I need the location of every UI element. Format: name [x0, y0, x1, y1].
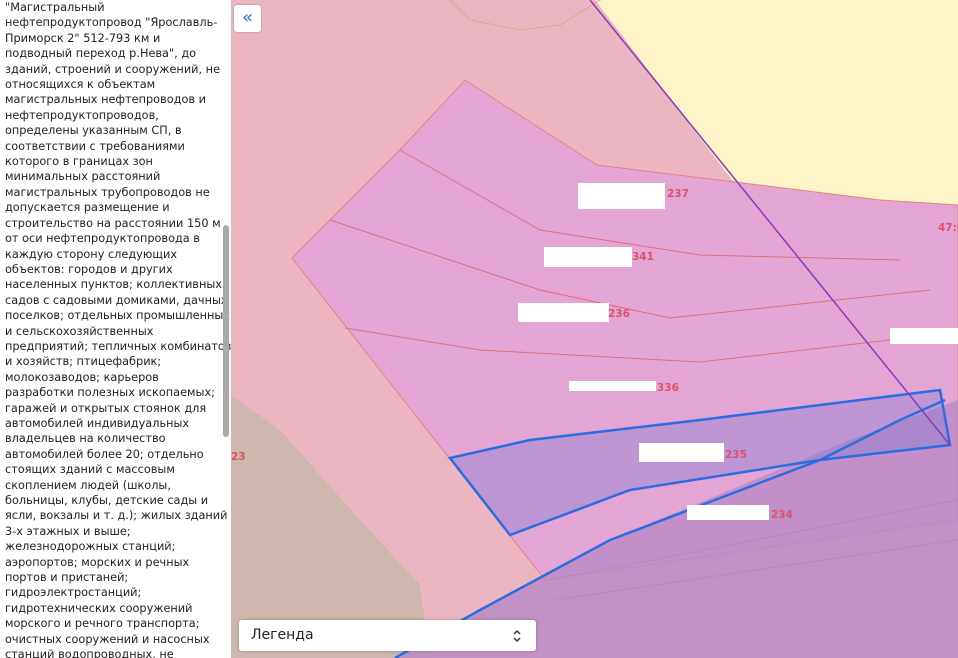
sidebar: "Магистральный нефтепродуктопровод "Яросл…: [0, 0, 231, 658]
text-line: больницы, клубы, детские сады и: [5, 494, 209, 507]
text-line: объектов: городов и других: [5, 262, 173, 276]
text-line: предприятий; тепличных комбинатов: [5, 339, 231, 353]
text-line: станций водопроводных, не: [5, 648, 174, 658]
text-line: от оси нефтепродуктопровода в: [5, 232, 200, 246]
text-line: и хозяйств; птицефабрик;: [5, 355, 162, 369]
text-line: автомобилей более 20; отдельно: [5, 447, 204, 461]
text-line: молокозаводов; карьеров: [5, 370, 159, 384]
scrollbar[interactable]: [223, 225, 229, 437]
text-line: аэропортов; морских и речных: [5, 555, 190, 569]
text-line: допускается размещение и: [5, 201, 170, 215]
text-line: портов и пристаней;: [5, 571, 129, 585]
text-line: железнодорожных станций;: [5, 540, 176, 554]
text-line: подводный переход р.Нева", до: [5, 47, 197, 61]
parcel-label: 236: [608, 308, 630, 320]
text-line: относящихся к объектам: [5, 78, 156, 92]
parcel-label: 234: [771, 509, 793, 521]
text-line: гидротехнических сооружений: [5, 601, 193, 615]
parcel-label: 23: [231, 451, 246, 463]
collapse-button[interactable]: «: [234, 5, 261, 32]
map[interactable]: 237 341 236 336 235 234 47:0 23: [231, 0, 958, 658]
legend-label: Легенда: [251, 627, 314, 643]
text-line: владельцев на количество: [5, 432, 166, 446]
legend-select[interactable]: Легенда: [239, 620, 536, 651]
text-line: магистральных нефтепроводов и: [5, 93, 206, 107]
text-line: стоящих зданий с массовым: [5, 463, 175, 477]
text-line: разработки полезных ископаемых;: [5, 386, 215, 400]
text-line: поселков; отдельных промышленных: [5, 309, 230, 323]
text-line: автомобилей индивидуальных: [5, 416, 190, 430]
text-line: соответствии с требованиями: [5, 139, 185, 153]
parcel-label: 47:0: [938, 222, 958, 234]
parcel-label: 237: [667, 188, 689, 200]
parcel-label: 235: [725, 449, 747, 461]
select-chevron: [513, 629, 521, 643]
text-line: нефтепродуктопроводов,: [5, 108, 159, 122]
text-line: гаражей и открытых стоянок для: [5, 401, 207, 415]
text-line: зданий, строений и сооружений, не: [5, 62, 221, 76]
text-line: садов с садовыми домиками, дачных: [5, 293, 228, 307]
text-line: ясли, вокзалы и т. д.); жилых зданий: [5, 509, 228, 523]
parcel-label: 341: [632, 251, 654, 263]
text-line: "Магистральный: [5, 1, 105, 14]
text-line: 3-х этажных и выше;: [5, 524, 131, 538]
text-line: Приморск 2" 512-793 км и: [5, 31, 161, 45]
text-line: скоплением людей (школы,: [5, 478, 171, 492]
text-line: определены указанным СП, в: [5, 124, 182, 138]
text-line: и сельскохозяйственных: [5, 324, 154, 338]
text-line: очистных сооружений и насосных: [5, 632, 210, 646]
text-line: населенных пунктов; коллективных: [5, 278, 222, 292]
text-line: магистральных трубопроводов не: [5, 185, 210, 199]
text-line: минимальных расстояний: [5, 170, 161, 184]
parcel-label: 336: [657, 382, 679, 394]
text-line: нефтепродуктопровод "Ярославль-: [5, 16, 218, 30]
text-line: которого в границах зон: [5, 155, 153, 169]
text-line: каждую сторону следующих: [5, 247, 178, 261]
text-line: гидроэлектростанций;: [5, 586, 142, 600]
text-line: строительство на расстоянии 150 м: [5, 216, 221, 230]
text-line: морского и речного транспорта;: [5, 617, 200, 631]
sidebar-text: "Магистральный нефтепродуктопровод "Яросл…: [5, 0, 231, 658]
